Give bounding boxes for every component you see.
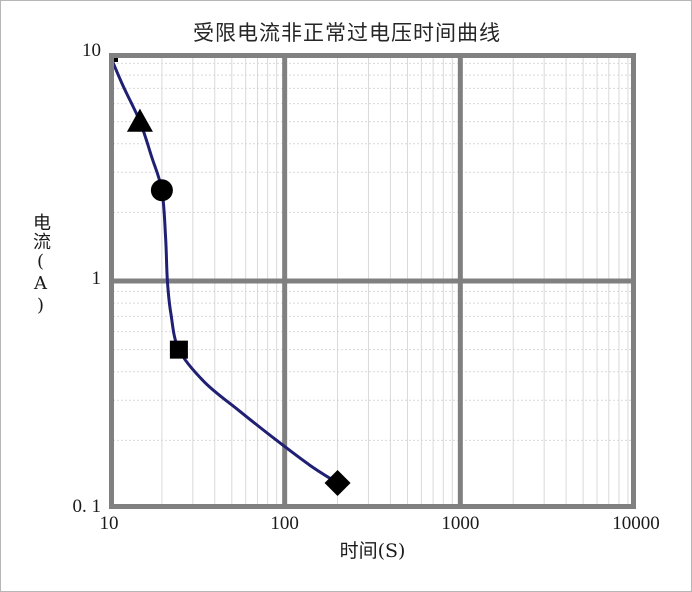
chart-title: 受限电流非正常过电压时间曲线	[193, 21, 501, 45]
x-axis-title: 时间(S)	[339, 540, 406, 562]
plot-area	[109, 53, 636, 509]
y-tick-label: 1	[91, 268, 102, 289]
x-tick-label: 100	[270, 513, 299, 534]
chart-series-layer	[109, 53, 351, 497]
data-point-marker-square	[169, 340, 188, 359]
y-tick-label: 10	[82, 40, 101, 61]
chart-gridlines	[109, 53, 636, 509]
x-axis-tick-labels: 10 100 1000 10000	[100, 513, 660, 541]
data-point-marker-diamond	[324, 470, 351, 497]
data-point-marker-square	[109, 53, 118, 62]
x-tick-label: 10000	[612, 513, 660, 534]
y-tick-label: 0. 1	[72, 496, 102, 517]
x-tick-label: 1000	[441, 513, 480, 534]
y-axis-title: 电流(A)	[30, 213, 51, 317]
data-point-marker-circle	[150, 179, 173, 202]
y-axis-tick-labels: 10 1 0. 1	[29, 40, 102, 517]
data-point-marker-triangle	[126, 108, 153, 132]
x-tick-label: 10	[99, 513, 119, 534]
